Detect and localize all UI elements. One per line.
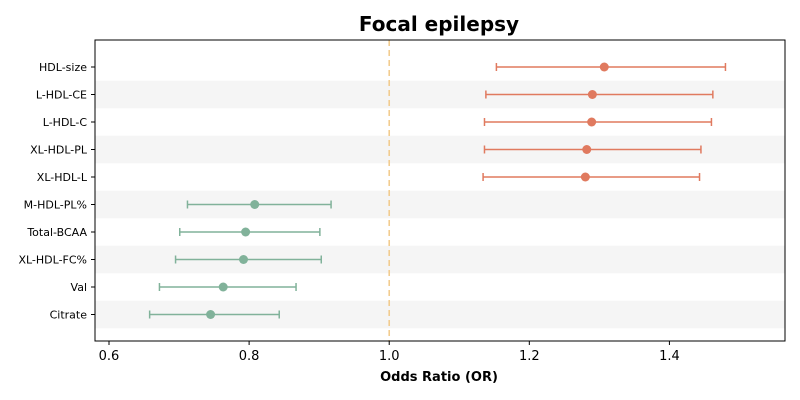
row-hdl-size — [495, 62, 727, 72]
y-tick-label: Citrate — [50, 309, 88, 322]
or-point — [206, 310, 216, 319]
y-axis: HDL-size L-HDL-CE L-HDL-C XL-HDL-PL XL-HDL-L… — [18, 61, 95, 322]
x-tick-label: 0.8 — [239, 349, 260, 364]
row-val — [158, 282, 297, 292]
or-point — [250, 200, 260, 209]
row-xl-hdl-pl — [483, 145, 702, 154]
x-tick-label: 1.0 — [379, 349, 400, 364]
or-point — [587, 117, 597, 127]
x-tick-label: 0.6 — [99, 349, 120, 364]
or-point — [587, 90, 597, 99]
data-rows — [148, 62, 727, 319]
y-tick-label: L-HDL-C — [43, 116, 88, 129]
row-xl-hdl-fc- — [174, 255, 323, 264]
x-tick-label: 1.4 — [659, 349, 680, 364]
plot-frame — [94, 39, 786, 342]
chart-title: Focal epilepsy — [359, 12, 519, 36]
row-l-hdl-ce — [485, 90, 714, 99]
or-point — [582, 145, 592, 154]
y-tick-label: Total-BCAA — [26, 226, 87, 239]
y-tick-label: HDL-size — [39, 61, 87, 74]
or-point — [241, 227, 251, 237]
y-tick-label: M-HDL-PL% — [24, 199, 87, 212]
row-total-bcaa — [179, 227, 321, 237]
y-tick-label: XL-HDL-PL — [30, 144, 88, 157]
or-point — [239, 255, 249, 264]
y-tick-label: Val — [71, 281, 87, 294]
or-point — [599, 62, 609, 72]
y-tick-label: XL-HDL-FC% — [18, 254, 87, 267]
x-axis: 0.6 0.8 1.0 1.2 1.4 — [99, 341, 680, 364]
or-point — [218, 282, 228, 292]
row-m-hdl-pl- — [186, 200, 332, 209]
y-tick-label: L-HDL-CE — [36, 89, 87, 102]
x-axis-label: Odds Ratio (OR) — [380, 370, 498, 385]
row-l-hdl-c — [483, 117, 713, 127]
x-tick-label: 1.2 — [519, 349, 540, 364]
or-point — [580, 172, 590, 182]
y-tick-label: XL-HDL-L — [37, 171, 88, 184]
row-xl-hdl-l — [482, 172, 701, 182]
row-citrate — [148, 310, 280, 319]
